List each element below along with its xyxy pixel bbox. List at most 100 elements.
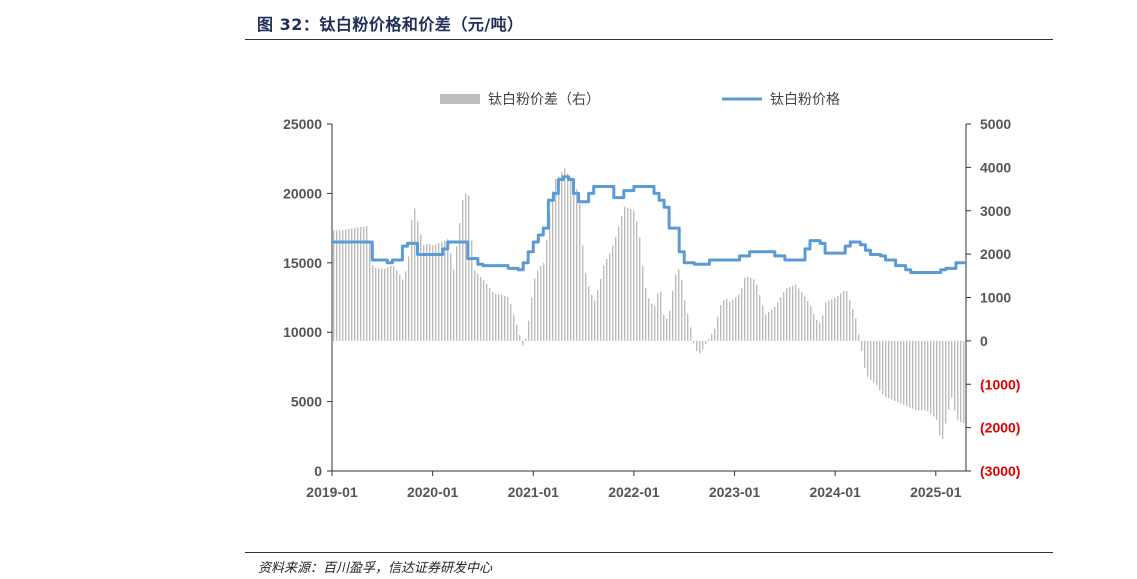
spread-bar xyxy=(606,258,608,341)
spread-bar xyxy=(591,294,593,341)
spread-bar xyxy=(735,297,737,341)
spread-bar xyxy=(630,209,632,341)
spread-bar xyxy=(834,298,836,341)
spread-bar xyxy=(933,340,935,417)
spread-bar xyxy=(492,291,494,341)
x-tick-label: 2023-01 xyxy=(709,484,761,500)
footer-divider xyxy=(245,552,1053,553)
spread-bar xyxy=(609,253,611,341)
spread-bar xyxy=(573,179,575,341)
spread-bar xyxy=(336,230,338,341)
left-tick-label: 20000 xyxy=(283,185,322,201)
spread-bar xyxy=(927,340,929,412)
spread-bar xyxy=(900,340,902,404)
spread-bar xyxy=(495,293,497,341)
spread-bar xyxy=(366,226,368,341)
spread-bar xyxy=(462,199,464,341)
spread-bar xyxy=(702,340,704,350)
spread-bar xyxy=(438,243,440,341)
spread-bar xyxy=(513,314,515,341)
spread-bar xyxy=(957,340,959,420)
spread-bar xyxy=(690,327,692,341)
spread-bar xyxy=(759,295,761,341)
x-tick-label: 2021-01 xyxy=(508,484,560,500)
spread-bar xyxy=(552,191,554,341)
spread-bar xyxy=(951,340,953,398)
spread-bar xyxy=(480,276,482,341)
spread-bar xyxy=(903,340,905,405)
right-tick-label: (2000) xyxy=(980,420,1020,436)
spread-bar xyxy=(498,294,500,341)
spread-bar xyxy=(741,288,743,341)
spread-bar xyxy=(486,284,488,341)
spread-bar xyxy=(375,267,377,341)
spread-bar xyxy=(813,313,815,341)
left-tick-label: 10000 xyxy=(283,324,322,340)
spread-bar xyxy=(483,280,485,341)
axes: 0500010000150002000025000(3000)(2000)(10… xyxy=(283,116,1020,500)
spread-bar xyxy=(855,318,857,341)
spread-bar xyxy=(843,290,845,341)
spread-bar xyxy=(477,273,479,341)
spread-bar xyxy=(819,322,821,341)
bar-series xyxy=(333,168,965,439)
spread-bar xyxy=(744,277,746,341)
spread-bar xyxy=(786,288,788,341)
spread-bar xyxy=(777,302,779,341)
right-tick-label: 4000 xyxy=(980,159,1011,175)
spread-bar xyxy=(885,340,887,397)
spread-bar xyxy=(846,291,848,341)
chart-title: 图 32：钛白粉价格和价差（元/吨） xyxy=(257,15,524,34)
spread-bar xyxy=(720,305,722,341)
spread-bar xyxy=(681,279,683,341)
spread-bar xyxy=(861,340,863,352)
spread-bar xyxy=(504,295,506,341)
spread-bar xyxy=(522,340,524,346)
spread-bar xyxy=(909,340,911,408)
spread-bar xyxy=(963,340,965,424)
spread-bar xyxy=(621,216,623,341)
spread-bar xyxy=(435,244,437,341)
spread-bar xyxy=(714,328,716,341)
spread-bar xyxy=(627,207,629,341)
spread-bar xyxy=(882,340,884,395)
spread-bar xyxy=(762,305,764,341)
spread-bar xyxy=(825,302,827,341)
spread-bar xyxy=(888,340,890,399)
spread-bar xyxy=(789,287,791,341)
spread-bar xyxy=(369,240,371,341)
spread-bar xyxy=(363,226,365,341)
spread-bar xyxy=(930,340,932,414)
spread-bar xyxy=(798,288,800,341)
spread-bar xyxy=(582,245,584,341)
spread-bar xyxy=(402,279,404,341)
spread-bar xyxy=(876,340,878,386)
spread-bar xyxy=(723,300,725,341)
spread-bar xyxy=(726,298,728,341)
spread-bar xyxy=(816,320,818,341)
x-tick-label: 2025-01 xyxy=(910,484,962,500)
right-tick-label: 1000 xyxy=(980,290,1011,306)
spread-bar xyxy=(465,193,467,341)
spread-bar xyxy=(948,340,950,410)
spread-bar xyxy=(915,340,917,410)
spread-bar xyxy=(642,265,644,341)
source-note: 资料来源：百川盈孚，信达证券研发中心 xyxy=(258,561,493,576)
spread-bar xyxy=(792,285,794,341)
spread-bar xyxy=(918,340,920,411)
right-tick-label: 5000 xyxy=(980,116,1011,132)
spread-bar xyxy=(822,315,824,341)
spread-bar xyxy=(516,324,518,341)
spread-bar xyxy=(549,214,551,341)
spread-bar xyxy=(867,340,869,377)
spread-bar xyxy=(588,286,590,341)
spread-bar xyxy=(342,230,344,341)
spread-bar xyxy=(519,335,521,341)
spread-bar xyxy=(738,294,740,341)
spread-bar xyxy=(525,338,527,341)
spread-bar xyxy=(942,340,944,439)
spread-bar xyxy=(840,293,842,341)
spread-bar xyxy=(507,297,509,341)
spread-bar xyxy=(795,284,797,341)
left-tick-label: 0 xyxy=(314,463,322,479)
